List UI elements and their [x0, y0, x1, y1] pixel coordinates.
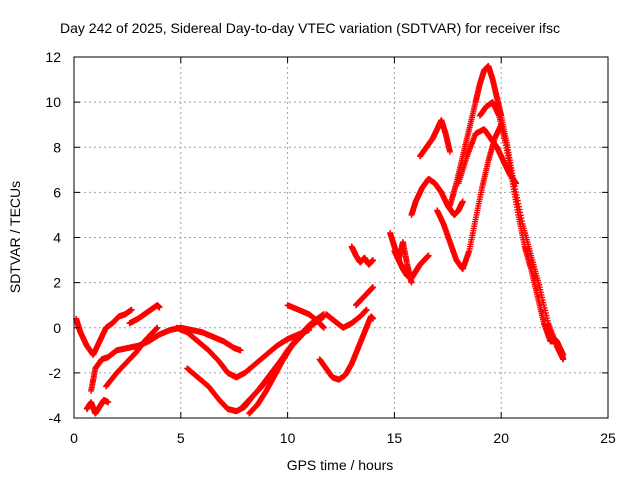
data-point — [425, 252, 432, 259]
data-point — [237, 347, 244, 354]
series-track-20 — [434, 121, 505, 273]
y-tick-label: 8 — [53, 139, 61, 155]
x-tick-label: 0 — [70, 430, 78, 446]
data-point — [154, 324, 161, 331]
x-axis-label: GPS time / hours — [287, 457, 394, 473]
series-track-11 — [284, 302, 327, 331]
data-point — [560, 356, 567, 363]
series-track-13 — [323, 306, 370, 331]
series-track-1 — [73, 306, 135, 358]
series-track-5 — [126, 302, 163, 327]
y-tick-labels: -4 -2 0 2 4 6 8 10 12 — [45, 49, 61, 426]
x-tick-labels: 0 5 10 15 20 25 — [70, 430, 616, 446]
x-tick-label: 5 — [177, 430, 185, 446]
data-point — [363, 306, 370, 313]
series-track-4 — [103, 324, 161, 390]
data-point — [408, 279, 415, 286]
x-tick-label: 10 — [280, 430, 296, 446]
data-point — [370, 315, 377, 322]
data-point — [370, 284, 377, 291]
y-tick-label: -4 — [49, 410, 62, 426]
y-axis-label: SDTVAR / TECUs — [7, 181, 23, 293]
x-tick-label: 25 — [600, 430, 616, 446]
series-track-6 — [177, 324, 244, 354]
grid — [74, 57, 608, 418]
x-tick-label: 20 — [493, 430, 509, 446]
data-point — [128, 306, 135, 313]
series-track-14 — [352, 284, 377, 309]
data-point — [459, 198, 466, 205]
series-track-2 — [83, 396, 112, 417]
series-track-7 — [173, 324, 312, 381]
data-points — [73, 63, 567, 417]
series-track-19 — [417, 117, 453, 160]
series-track-15 — [348, 243, 377, 268]
data-point — [156, 304, 163, 311]
y-tick-label: 4 — [53, 230, 61, 246]
y-tick-label: 2 — [53, 275, 61, 291]
data-point — [320, 324, 327, 331]
data-point — [446, 148, 453, 155]
axis-ticks — [73, 56, 609, 419]
y-tick-label: -2 — [49, 365, 62, 381]
y-tick-label: 0 — [53, 320, 61, 336]
series-track-17 — [391, 239, 415, 286]
series-track-12 — [316, 313, 377, 383]
data-point — [105, 399, 112, 406]
data-point — [370, 257, 377, 264]
x-tick-label: 15 — [387, 430, 403, 446]
y-tick-label: 6 — [53, 184, 61, 200]
series-track-21 — [446, 63, 567, 363]
series-track-10 — [246, 311, 327, 417]
chart-title: Day 242 of 2025, Sidereal Day-to-day VTE… — [60, 20, 560, 36]
y-tick-label: 10 — [45, 94, 61, 110]
y-tick-label: 12 — [45, 49, 61, 65]
series-track-24 — [549, 333, 567, 363]
